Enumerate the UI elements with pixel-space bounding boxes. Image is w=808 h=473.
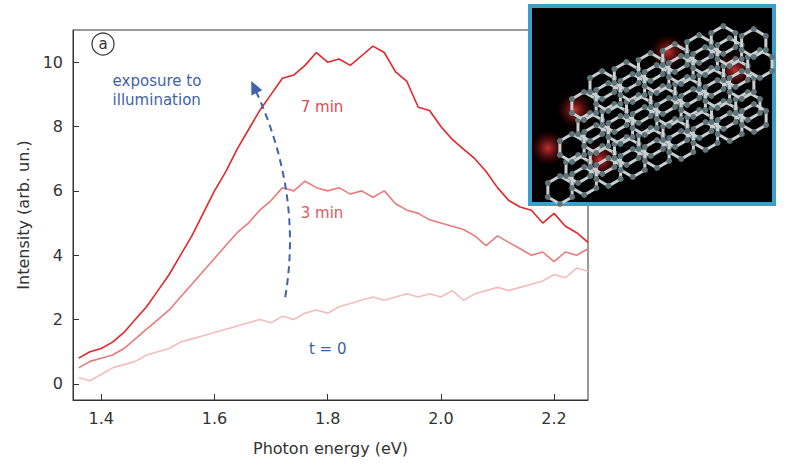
svg-text:Photon energy (eV): Photon energy (eV) bbox=[253, 439, 408, 458]
svg-text:a: a bbox=[98, 35, 107, 53]
svg-text:3 min: 3 min bbox=[301, 204, 344, 222]
svg-text:exposure to: exposure to bbox=[113, 72, 207, 90]
svg-text:2.2: 2.2 bbox=[541, 409, 566, 428]
svg-text:2: 2 bbox=[53, 310, 63, 329]
svg-text:illumination: illumination bbox=[113, 91, 201, 109]
svg-text:1.4: 1.4 bbox=[89, 409, 114, 428]
svg-text:0: 0 bbox=[53, 374, 63, 393]
svg-text:1.8: 1.8 bbox=[315, 409, 340, 428]
svg-text:7 min: 7 min bbox=[301, 98, 344, 116]
svg-text:8: 8 bbox=[53, 117, 63, 136]
svg-text:10: 10 bbox=[43, 53, 63, 72]
svg-text:2.0: 2.0 bbox=[428, 409, 453, 428]
svg-text:6: 6 bbox=[53, 181, 63, 200]
svg-text:4: 4 bbox=[53, 246, 63, 265]
svg-text:t = 0: t = 0 bbox=[309, 340, 347, 358]
svg-text:Intensity (arb. un.): Intensity (arb. un.) bbox=[14, 140, 33, 289]
svg-text:1.6: 1.6 bbox=[202, 409, 227, 428]
